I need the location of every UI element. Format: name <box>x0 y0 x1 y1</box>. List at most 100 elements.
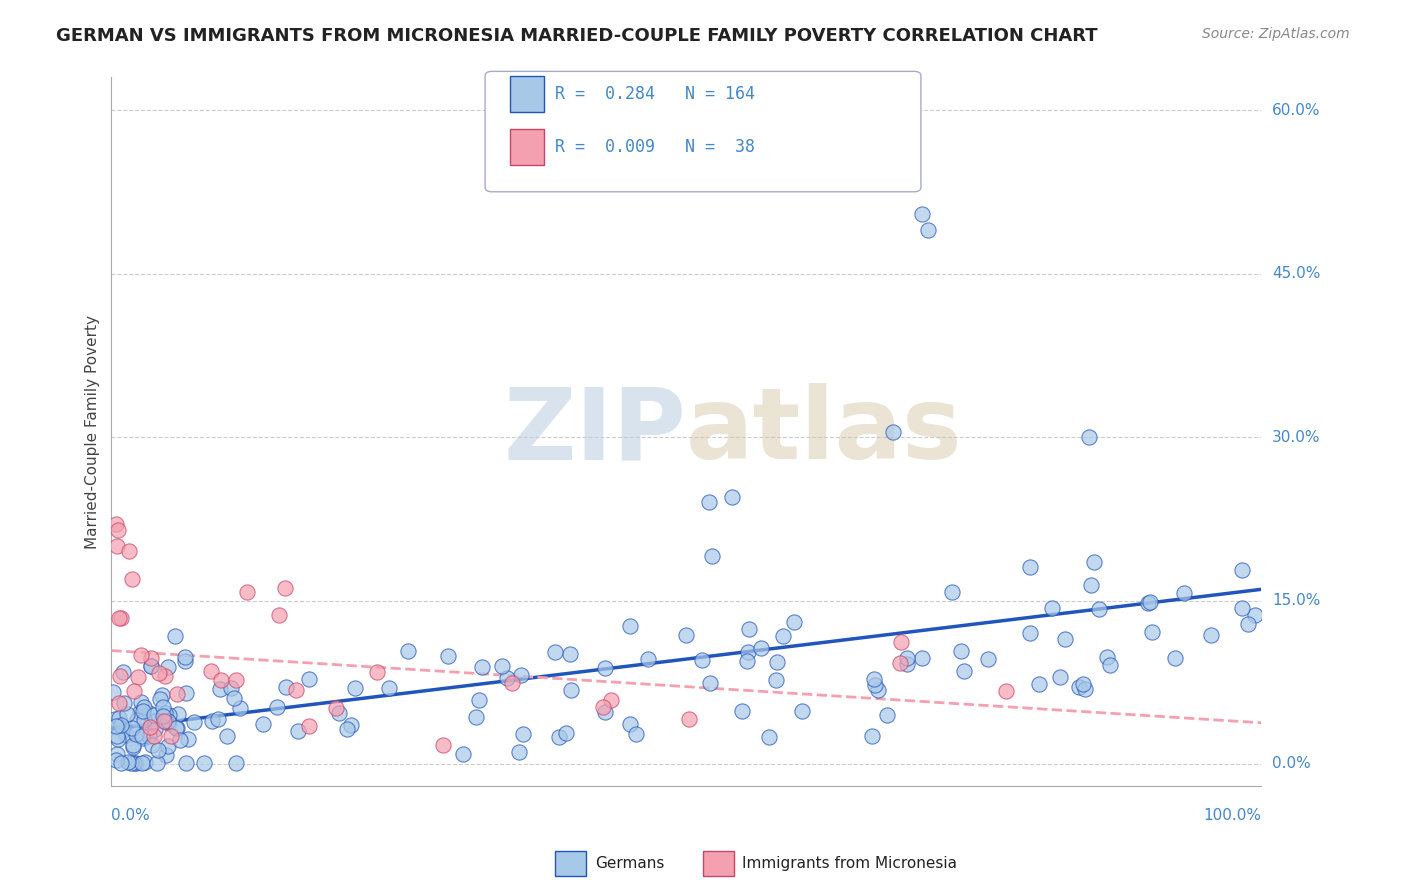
Point <box>152 709 174 723</box>
Point <box>1019 625 1042 640</box>
Point <box>731 704 754 718</box>
Point <box>721 490 744 504</box>
Point <box>451 747 474 761</box>
Point <box>139 720 162 734</box>
Point <box>174 654 197 668</box>
Point <box>396 644 419 658</box>
Point <box>166 707 188 722</box>
Point <box>675 628 697 642</box>
Point <box>950 644 973 658</box>
Point <box>105 753 128 767</box>
Point <box>738 622 761 636</box>
Point <box>637 652 659 666</box>
Point <box>735 654 758 668</box>
Point <box>108 669 131 683</box>
Point <box>120 756 142 770</box>
Point <box>1098 657 1121 672</box>
Point <box>155 714 177 729</box>
Point <box>157 739 180 753</box>
Point <box>1053 632 1076 646</box>
Point <box>105 729 128 743</box>
Point <box>1083 555 1105 569</box>
Point <box>141 738 163 752</box>
Point <box>592 700 614 714</box>
Text: 100.0%: 100.0% <box>1204 808 1261 823</box>
Point <box>129 695 152 709</box>
Point <box>110 756 132 770</box>
Point <box>432 738 454 752</box>
Point <box>224 690 246 705</box>
Point <box>471 659 494 673</box>
Point <box>174 686 197 700</box>
Point <box>219 681 242 695</box>
Point <box>285 682 308 697</box>
Point <box>882 425 904 439</box>
Point <box>862 672 884 686</box>
Point <box>1142 624 1164 639</box>
Point <box>108 696 131 710</box>
Point <box>209 673 232 688</box>
Point <box>298 672 321 686</box>
Point <box>101 684 124 698</box>
Text: 0.0%: 0.0% <box>111 808 150 823</box>
Point <box>157 716 180 731</box>
Point <box>876 708 898 723</box>
Point <box>105 517 128 532</box>
Point <box>1230 563 1253 577</box>
Point <box>911 651 934 665</box>
Point <box>619 619 641 633</box>
Text: R =  0.284   N = 164: R = 0.284 N = 164 <box>555 85 755 103</box>
Point <box>941 585 963 599</box>
Point <box>273 581 295 595</box>
Point <box>115 728 138 742</box>
Point <box>156 660 179 674</box>
Text: Germans: Germans <box>595 856 664 871</box>
Point <box>235 585 257 599</box>
Point <box>107 611 129 625</box>
Point <box>1074 682 1097 697</box>
Point <box>105 539 128 553</box>
Point <box>737 645 759 659</box>
Point <box>1232 600 1254 615</box>
Point <box>512 727 534 741</box>
Point <box>1236 617 1258 632</box>
Point <box>328 706 350 721</box>
Point <box>122 738 145 752</box>
Point <box>1244 607 1267 622</box>
Point <box>127 714 149 728</box>
Point <box>141 659 163 673</box>
Point <box>1077 430 1099 444</box>
Point <box>678 712 700 726</box>
Point <box>148 666 170 681</box>
Point <box>1028 677 1050 691</box>
Point <box>153 714 176 728</box>
Point <box>132 700 155 714</box>
Text: Source: ZipAtlas.com: Source: ZipAtlas.com <box>1202 27 1350 41</box>
Point <box>163 629 186 643</box>
Point <box>977 652 1000 666</box>
Point <box>619 717 641 731</box>
Point <box>343 681 366 695</box>
Text: 45.0%: 45.0% <box>1272 266 1320 281</box>
Point <box>150 688 173 702</box>
Point <box>600 693 623 707</box>
Point <box>111 665 134 680</box>
Point <box>143 729 166 743</box>
Point <box>510 667 533 681</box>
Point <box>124 756 146 770</box>
Point <box>378 681 401 696</box>
Point <box>225 673 247 687</box>
Point <box>868 683 890 698</box>
Point <box>201 714 224 728</box>
Point <box>783 615 806 629</box>
Point <box>157 708 180 723</box>
Point <box>266 699 288 714</box>
Point <box>131 756 153 770</box>
Point <box>118 544 141 558</box>
Point <box>896 650 918 665</box>
Point <box>911 207 934 221</box>
Point <box>143 714 166 728</box>
Point <box>107 731 129 746</box>
Point <box>121 721 143 735</box>
Point <box>132 731 155 745</box>
